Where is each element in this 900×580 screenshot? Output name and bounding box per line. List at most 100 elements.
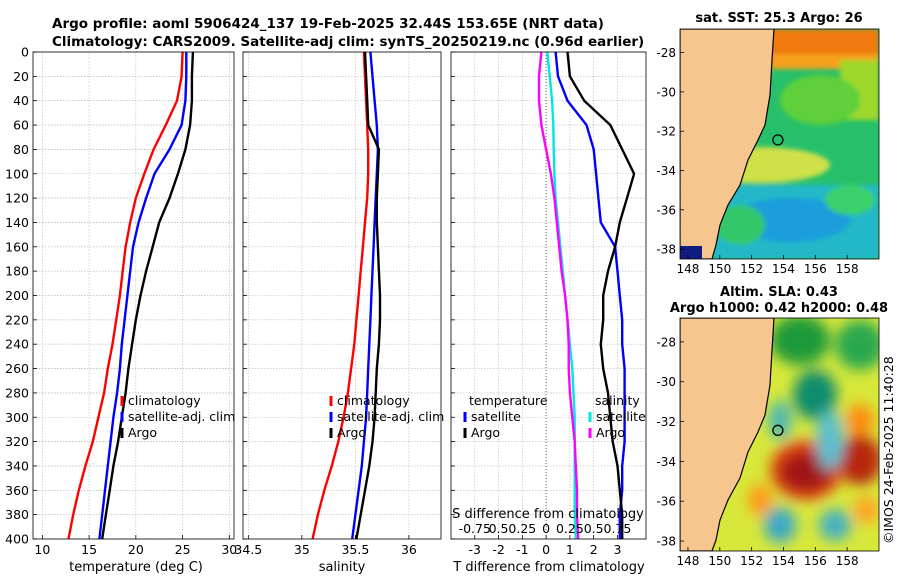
map-y-tick-label: -28 <box>656 335 676 349</box>
salinity-legend: climatology satellite-adj. clim Argo <box>329 393 444 440</box>
x-tick-label: 0 <box>542 542 550 557</box>
y-tick-label: 20 <box>13 69 29 84</box>
x-tick-label: 36 <box>401 542 417 557</box>
sla-map-frame <box>679 317 880 552</box>
legend-label-climatology: climatology <box>128 393 201 408</box>
sla-field <box>748 318 879 543</box>
sla-map <box>680 318 879 551</box>
y-tick-label: 360 <box>5 483 29 498</box>
map-x-tick-label: 150 <box>708 262 731 276</box>
x-tick-label: 3 <box>613 542 621 557</box>
map-x-tick-label: 156 <box>804 262 827 276</box>
map-x-tick-label: 150 <box>708 554 731 568</box>
y-tick-label: 40 <box>13 93 29 108</box>
top-tick-label: 0 <box>542 521 550 536</box>
legend-label-t-satellite: satellite <box>471 409 521 424</box>
legend-label-s-satellite: satellite <box>596 409 646 424</box>
y-tick-label: 380 <box>5 507 29 522</box>
legend-label-t-argo: Argo <box>471 425 500 440</box>
map-x-tick-label: 158 <box>836 554 859 568</box>
sla-argo-marker <box>772 424 784 436</box>
map-y-tick-label: -32 <box>656 125 676 139</box>
x-tick-label: 15 <box>81 542 97 557</box>
y-tick-label: 340 <box>5 458 29 473</box>
map-x-tick-label: 152 <box>740 554 763 568</box>
map-y-tick-label: -36 <box>656 203 676 217</box>
x-tick-label: 35 <box>294 542 310 557</box>
map-x-tick-label: 154 <box>772 262 795 276</box>
series-line-climatology <box>67 51 184 540</box>
legend-label-climatology: climatology <box>337 393 410 408</box>
series-line-s-argo <box>537 51 580 540</box>
series-line-t-argo <box>566 51 636 539</box>
figure-title-line1: Argo profile: aoml 5906424_137 19-Feb-20… <box>52 16 604 32</box>
legend-label-satellite-adj: satellite-adj. clim <box>337 409 444 424</box>
top-tick-label: 0.5 <box>489 521 509 536</box>
y-tick-label: 240 <box>5 337 29 352</box>
y-tick-label: 60 <box>13 118 29 133</box>
sst-land <box>680 29 775 259</box>
x-tick-label: -2 <box>492 542 504 557</box>
y-tick-label: 120 <box>5 191 29 206</box>
sst-map <box>680 29 879 259</box>
y-tick-label: 180 <box>5 264 29 279</box>
map-y-tick-label: -38 <box>656 535 676 549</box>
map-y-tick-label: -32 <box>656 415 676 429</box>
x-tick-label: 34.5 <box>234 542 262 557</box>
map-x-tick-label: 154 <box>772 554 795 568</box>
series-line-climatology <box>311 51 370 540</box>
x-tick-label: 1 <box>566 542 574 557</box>
y-tick-label: 80 <box>13 142 29 157</box>
sst-argo-marker <box>772 134 784 146</box>
map-y-tick-label: -28 <box>656 46 676 60</box>
difference-legend: temperature salinity satellite Argo sate… <box>463 393 646 440</box>
map-y-tick-label: -30 <box>656 85 676 99</box>
series-line-satellite-adj-clim <box>98 52 188 540</box>
series-line-argo <box>101 51 195 540</box>
difference-panel: -3 -2 -1 0 1 2 3-0.750.5 0.25 0 0.25 0.5 0.75 <box>450 51 647 557</box>
map-y-tick-label: -34 <box>656 455 676 469</box>
top-tick-label: 0.75 <box>604 521 632 536</box>
series-line-argo <box>355 51 382 540</box>
top-tick-label: -0.75 <box>459 521 491 536</box>
map-y-tick-label: -38 <box>656 243 676 257</box>
top-tick-label: 0.25 <box>556 521 584 536</box>
y-tick-label: 0 <box>21 45 29 60</box>
figure-title-line2: Climatology: CARS2009. Satellite-adj cli… <box>52 34 644 50</box>
series-line-satellite-adj-clim <box>351 51 380 540</box>
map-y-tick-label: -34 <box>656 164 676 178</box>
map-x-tick-label: 148 <box>677 554 700 568</box>
sla-map-title: Altim. SLA: 0.43 <box>720 285 838 300</box>
series-line-t-satellite <box>554 51 626 539</box>
x-tick-label: 10 <box>34 542 50 557</box>
salinity-xlabel: salinity <box>319 560 366 575</box>
map-x-tick-label: 156 <box>804 554 827 568</box>
x-tick-label: 25 <box>175 542 191 557</box>
y-tick-label: 300 <box>5 410 29 425</box>
salinity-panel: 34.5 35 35.5 36 <box>234 51 442 557</box>
legend-label-argo: Argo <box>337 425 366 440</box>
y-tick-label: 280 <box>5 385 29 400</box>
sst-map-ticks: 148 150 152 154 156 158 -28 -30 -32 -34 -36 -38 <box>656 46 858 276</box>
y-tick-label: 200 <box>5 288 29 303</box>
y-tick-label: 320 <box>5 434 29 449</box>
x-tick-label: -1 <box>516 542 528 557</box>
x-tick-label: 30 <box>221 542 237 557</box>
sla-land <box>680 318 775 551</box>
y-tick-label: 400 <box>5 532 29 547</box>
sla-map-subtitle: Argo h1000: 0.42 h2000: 0.48 <box>670 301 888 316</box>
sst-map-frame <box>679 28 880 260</box>
y-tick-label: 160 <box>5 239 29 254</box>
map-x-tick-label: 148 <box>677 262 700 276</box>
legend-label-satellite-adj: satellite-adj. clim <box>128 409 235 424</box>
y-tick-label: 140 <box>5 215 29 230</box>
temperature-legend: climatology satellite-adj. clim Argo <box>120 393 235 440</box>
temperature-xlabel: temperature (deg C) <box>69 560 203 575</box>
sst-coast-strip <box>680 246 702 259</box>
map-x-tick-label: 152 <box>740 262 763 276</box>
y-tick-label: 220 <box>5 312 29 327</box>
top-tick-label: 0.25 <box>508 521 536 536</box>
legend-title-salinity: salinity <box>595 393 640 408</box>
map-y-tick-label: -30 <box>656 375 676 389</box>
